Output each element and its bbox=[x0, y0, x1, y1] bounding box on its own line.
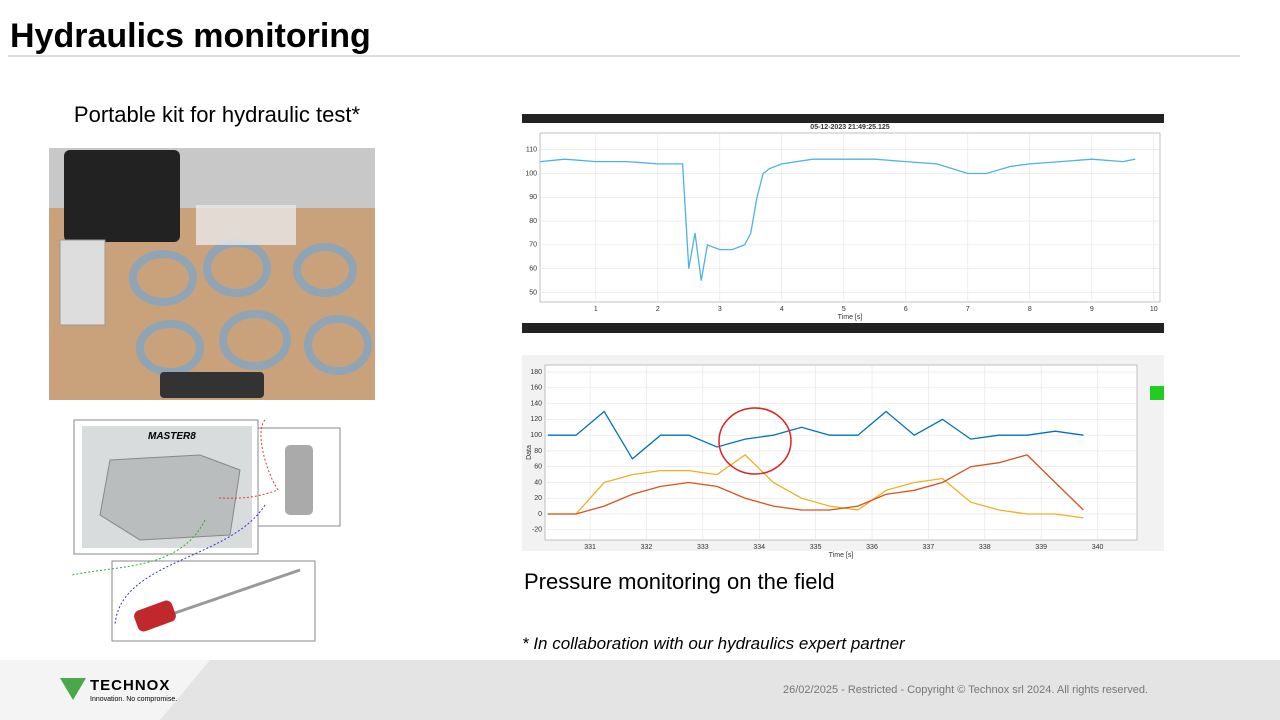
y-tick-label: 180 bbox=[530, 369, 542, 376]
y-tick-label: 80 bbox=[534, 448, 542, 455]
y-tick-label: 70 bbox=[529, 242, 537, 249]
x-tick-label: 332 bbox=[641, 544, 653, 551]
x-tick-label: 335 bbox=[810, 544, 822, 551]
x-tick-label: 340 bbox=[1092, 544, 1104, 551]
x-tick-label: 8 bbox=[1028, 306, 1032, 313]
chart: 50 60 70 80 90 100 110 1 2 3 4 5 6 7 8 9 10 05-12-2023 21… bbox=[525, 124, 1161, 321]
logo-mark bbox=[60, 678, 86, 700]
highlight-circle bbox=[718, 407, 792, 475]
x-tick-label: 6 bbox=[904, 306, 908, 313]
footnote: * In collaboration with our hydraulics e… bbox=[522, 634, 906, 653]
slide-title: Hydraulics monitoring bbox=[10, 17, 371, 55]
field-caption: Pressure monitoring on the field bbox=[524, 569, 835, 594]
y-tick-label: -20 bbox=[532, 527, 542, 534]
x-tick-label: 7 bbox=[966, 306, 970, 313]
x-tick-label: 339 bbox=[1035, 544, 1047, 551]
chart-title: 05-12-2023 21:49:25.125 bbox=[810, 124, 890, 131]
data-line bbox=[547, 454, 1084, 519]
y-tick-label: 80 bbox=[529, 218, 537, 225]
x-axis-label: Time [s] bbox=[838, 314, 863, 321]
y-tick-label: 40 bbox=[534, 479, 542, 486]
kit-caption: Portable kit for hydraulic test* bbox=[74, 102, 361, 127]
y-tick-label: 100 bbox=[525, 170, 537, 177]
x-tick-label: 338 bbox=[979, 544, 991, 551]
data-line bbox=[539, 158, 1136, 281]
chart-bar bbox=[522, 323, 1164, 333]
y-tick-label: 100 bbox=[530, 432, 542, 439]
x-tick-label: 4 bbox=[780, 306, 784, 313]
device-diagram: MASTER8 bbox=[71, 419, 341, 642]
y-tick-label: 60 bbox=[529, 266, 537, 273]
device-label: MASTER8 bbox=[148, 431, 196, 442]
y-tick-label: 50 bbox=[529, 289, 537, 296]
copyright: 26/02/2025 - Restricted - Copyright © Te… bbox=[783, 684, 1148, 696]
chart-bar bbox=[522, 114, 1164, 123]
x-tick-label: 3 bbox=[718, 306, 722, 313]
y-tick-label: 20 bbox=[534, 495, 542, 502]
x-tick-label: 333 bbox=[697, 544, 709, 551]
y-tick-label: 140 bbox=[530, 400, 542, 407]
chart: -20 0 20 40 60 80 100 120 140 160 180 331 332 333 334 3… bbox=[526, 364, 1138, 559]
x-tick-label: 5 bbox=[842, 306, 846, 313]
x-tick-label: 1 bbox=[594, 306, 598, 313]
x-tick-label: 334 bbox=[753, 544, 765, 551]
x-tick-label: 9 bbox=[1090, 306, 1094, 313]
brand: TECHNOX bbox=[90, 677, 170, 694]
x-tick-label: 336 bbox=[866, 544, 878, 551]
x-tick-label: 2 bbox=[656, 306, 660, 313]
y-axis-label: Data bbox=[526, 445, 533, 460]
footer-logo-area bbox=[0, 660, 210, 720]
status-indicator bbox=[1150, 386, 1164, 400]
x-tick-label: 331 bbox=[584, 544, 596, 551]
kit-photo bbox=[49, 148, 375, 400]
footer-band bbox=[0, 660, 1280, 720]
y-tick-label: 90 bbox=[529, 194, 537, 201]
y-tick-label: 120 bbox=[530, 416, 542, 423]
data-line bbox=[547, 454, 1084, 515]
data-line bbox=[547, 410, 1084, 460]
x-tick-label: 337 bbox=[923, 544, 935, 551]
x-tick-label: 10 bbox=[1150, 306, 1158, 313]
y-tick-label: 160 bbox=[530, 385, 542, 392]
y-tick-label: 60 bbox=[534, 464, 542, 471]
x-axis-label: Time [s] bbox=[829, 552, 854, 559]
plot-area bbox=[544, 364, 1138, 541]
plot-area bbox=[539, 132, 1161, 303]
y-tick-label: 110 bbox=[526, 147, 537, 154]
y-tick-label: 0 bbox=[538, 511, 542, 518]
tagline: Innovation. No compromise. bbox=[90, 696, 177, 703]
